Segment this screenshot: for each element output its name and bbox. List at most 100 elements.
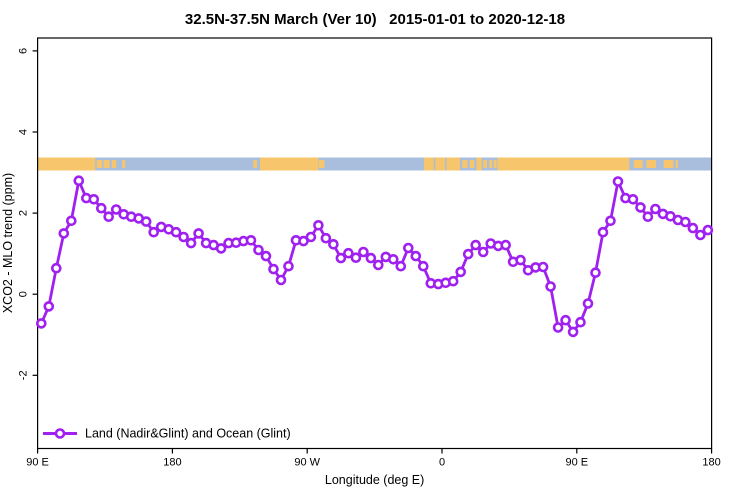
island-segment bbox=[663, 160, 674, 168]
x-tick-label: 90 W bbox=[294, 457, 320, 469]
data-point bbox=[500, 239, 512, 251]
data-point bbox=[395, 260, 407, 272]
data-point bbox=[343, 247, 354, 259]
x-tick-label: 0 bbox=[439, 457, 445, 469]
data-point bbox=[447, 275, 459, 287]
chart-title: 32.5N-37.5N March (Ver 10) 2015-01-01 to… bbox=[184, 11, 566, 28]
y-tick-label: 6 bbox=[18, 48, 30, 54]
island-segment bbox=[646, 160, 657, 168]
land-segment bbox=[446, 157, 460, 171]
x-tick-label: 180 bbox=[702, 457, 720, 469]
y-axis-label: XCO2 - MLO trend (ppm) bbox=[1, 173, 15, 313]
x-tick-label: 90 E bbox=[26, 457, 49, 469]
data-point bbox=[477, 246, 489, 258]
data-point bbox=[612, 176, 624, 187]
island-segment bbox=[253, 160, 258, 168]
data-point bbox=[43, 301, 55, 312]
data-point bbox=[170, 226, 182, 238]
data-point bbox=[642, 211, 654, 222]
data-point bbox=[245, 235, 257, 246]
data-point bbox=[590, 267, 601, 279]
data-point bbox=[455, 266, 467, 278]
data-point bbox=[350, 252, 362, 264]
data-point bbox=[597, 226, 609, 238]
data-point bbox=[582, 298, 594, 309]
data-point bbox=[253, 244, 264, 256]
data-point bbox=[402, 242, 414, 254]
data-point bbox=[283, 260, 294, 272]
land-segment bbox=[497, 157, 630, 171]
data-point bbox=[627, 194, 639, 205]
data-point bbox=[178, 231, 189, 243]
data-point bbox=[73, 175, 85, 186]
data-point bbox=[335, 252, 347, 264]
data-point bbox=[185, 237, 197, 249]
island-segment bbox=[462, 160, 468, 168]
data-point bbox=[103, 211, 114, 222]
y-tick-label: -2 bbox=[18, 370, 30, 380]
data-point bbox=[515, 254, 526, 266]
legend: Land (Nadir&Glint) and Ocean (Glint) bbox=[43, 427, 291, 441]
data-point bbox=[328, 239, 339, 250]
data-point bbox=[358, 246, 369, 258]
data-point bbox=[268, 263, 279, 275]
data-point bbox=[35, 318, 47, 329]
data-point bbox=[552, 322, 564, 333]
data-point bbox=[567, 326, 579, 338]
island-segment bbox=[483, 160, 487, 168]
data-point bbox=[470, 239, 482, 251]
data-point bbox=[275, 274, 287, 286]
x-tick-label: 90 E bbox=[565, 457, 588, 469]
island-segment bbox=[493, 160, 497, 168]
y-tick-label: 2 bbox=[18, 210, 30, 216]
legend-marker-icon bbox=[54, 428, 66, 439]
data-point bbox=[96, 202, 107, 214]
data-point bbox=[260, 250, 272, 262]
data-point bbox=[88, 194, 100, 205]
island-segment bbox=[122, 160, 126, 168]
data-point bbox=[560, 314, 571, 326]
island-segment bbox=[469, 160, 475, 168]
data-point bbox=[687, 222, 699, 234]
island-segment bbox=[103, 160, 110, 168]
data-point bbox=[193, 228, 204, 239]
data-point bbox=[365, 252, 377, 264]
data-point bbox=[635, 202, 646, 213]
data-series bbox=[35, 175, 714, 338]
data-point bbox=[462, 248, 474, 260]
data-point bbox=[215, 243, 227, 254]
data-point bbox=[575, 316, 586, 328]
axis-ticks: 6 4 2 0 -2 90 E 180 90 W 0 90 E 180 bbox=[18, 48, 721, 469]
data-point bbox=[58, 228, 70, 239]
y-tick-label: 0 bbox=[18, 291, 30, 297]
land-segment bbox=[435, 157, 445, 171]
land-segment bbox=[476, 157, 482, 171]
data-point bbox=[680, 216, 691, 228]
data-point bbox=[148, 226, 159, 238]
legend-label: Land (Nadir&Glint) and Ocean (Glint) bbox=[85, 427, 291, 441]
island-segment bbox=[633, 160, 643, 168]
data-point bbox=[305, 231, 317, 243]
data-point bbox=[298, 235, 309, 247]
data-point bbox=[313, 220, 324, 231]
island-segment bbox=[96, 160, 103, 168]
data-point bbox=[417, 260, 429, 272]
island-segment bbox=[675, 160, 678, 168]
y-tick-label: 4 bbox=[18, 129, 30, 135]
land-segment bbox=[37, 157, 96, 171]
data-point bbox=[537, 261, 549, 273]
data-point bbox=[410, 250, 422, 262]
x-axis-label: Longitude (deg E) bbox=[325, 473, 424, 487]
data-point bbox=[702, 224, 714, 236]
data-point bbox=[66, 215, 77, 227]
island-segment bbox=[111, 160, 117, 168]
data-point bbox=[50, 262, 62, 274]
data-point bbox=[605, 215, 616, 227]
data-point bbox=[650, 203, 661, 215]
data-point bbox=[372, 259, 384, 271]
land-segment bbox=[424, 157, 434, 171]
island-segment bbox=[489, 160, 493, 168]
data-point bbox=[140, 216, 152, 227]
